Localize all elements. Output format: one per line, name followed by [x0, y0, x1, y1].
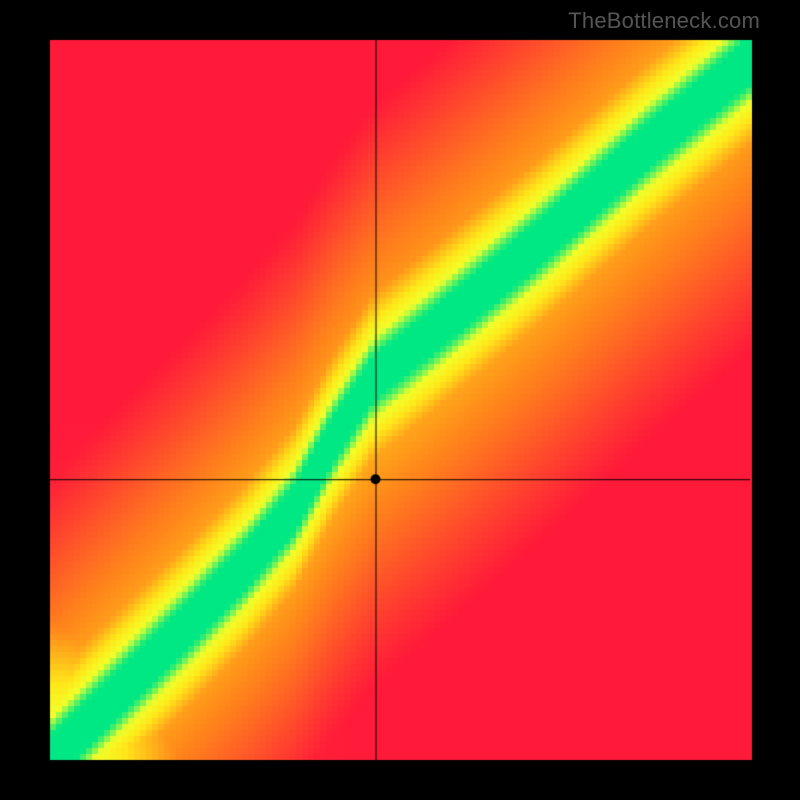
watermark-text: TheBottleneck.com	[568, 8, 760, 34]
chart-container: TheBottleneck.com	[0, 0, 800, 800]
bottleneck-heatmap	[0, 0, 800, 800]
